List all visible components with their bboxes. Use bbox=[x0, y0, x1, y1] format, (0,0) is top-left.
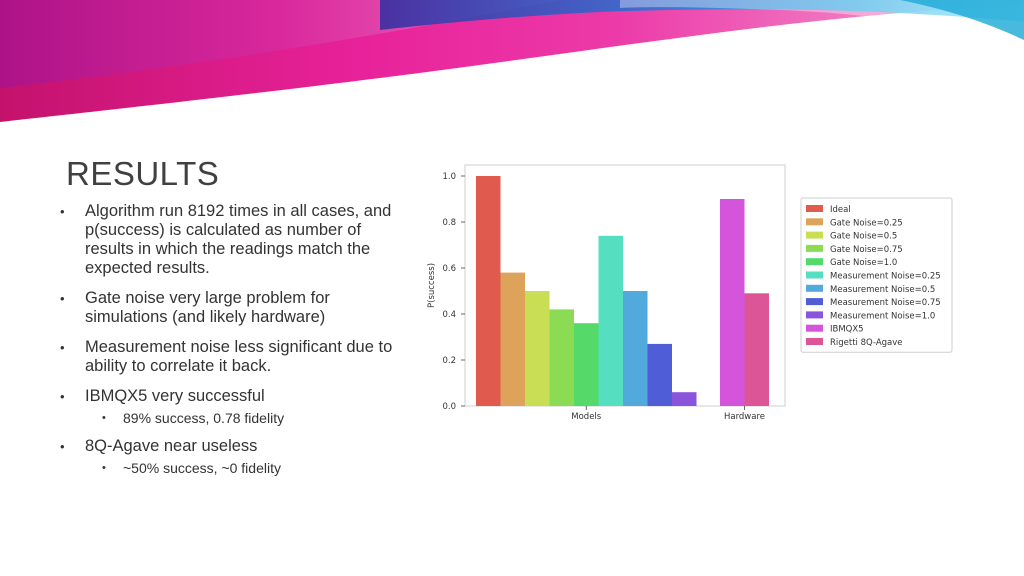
bar-gate-noise-0-5 bbox=[525, 291, 550, 406]
bar-measurement-noise-0-5 bbox=[623, 291, 648, 406]
legend-label: Measurement Noise=0.75 bbox=[830, 298, 941, 308]
legend-swatch bbox=[806, 284, 823, 292]
bar-gate-noise-1-0 bbox=[574, 323, 599, 406]
sub-bullet-item: 89% success, 0.78 fidelity bbox=[58, 409, 393, 427]
bar-measurement-noise-0-25 bbox=[598, 235, 623, 406]
bar-ideal bbox=[476, 176, 501, 406]
bar-ibmqx5 bbox=[720, 199, 745, 406]
bar-chart: 0.0 0.2 0.4 0.6 0.8 1.0 P(success) Models Hardwa… bbox=[427, 164, 953, 422]
legend-swatch bbox=[806, 298, 823, 306]
legend-swatch bbox=[806, 324, 823, 332]
legend-label: Measurement Noise=0.25 bbox=[830, 272, 941, 282]
page-title: RESULTS bbox=[66, 155, 220, 192]
bullet-item: Gate noise very large problem for simula… bbox=[58, 289, 393, 327]
bar-gate-noise-0-25 bbox=[500, 272, 525, 406]
legend-label: Gate Noise=0.5 bbox=[830, 232, 897, 242]
bar-measurement-noise-0-75 bbox=[647, 343, 672, 406]
y-tick-label: 0.4 bbox=[442, 310, 456, 320]
legend-swatch bbox=[806, 258, 823, 266]
sub-bullet-item: ~50% success, ~0 fidelity bbox=[58, 459, 393, 477]
legend-label: IBMQX5 bbox=[830, 325, 864, 335]
legend-box bbox=[800, 197, 953, 353]
bar-gate-noise-0-75 bbox=[549, 309, 574, 406]
bullet-item: 8Q-Agave near useless bbox=[58, 437, 393, 456]
bar-measurement-noise-1-0 bbox=[672, 392, 697, 406]
legend-swatch bbox=[806, 231, 823, 239]
legend-label: Rigetti 8Q-Agave bbox=[830, 338, 903, 348]
legend-swatch bbox=[806, 205, 823, 212]
y-tick-label: 0.0 bbox=[442, 402, 456, 412]
y-axis-label: P(success) bbox=[427, 263, 437, 308]
legend-label: Measurement Noise=1.0 bbox=[830, 311, 935, 321]
bullet-item: Measurement noise less significant due t… bbox=[58, 338, 393, 376]
legend-swatch bbox=[806, 244, 823, 252]
legend-label: Ideal bbox=[830, 205, 851, 215]
legend-swatch bbox=[806, 338, 823, 345]
legend-label: Gate Noise=0.25 bbox=[830, 218, 903, 228]
y-tick-label: 0.8 bbox=[442, 218, 456, 228]
x-tick-label: Hardware bbox=[724, 412, 765, 422]
bullet-list: Algorithm run 8192 times in all cases, a… bbox=[58, 202, 393, 487]
legend-swatch bbox=[806, 271, 823, 279]
legend-label: Gate Noise=0.75 bbox=[830, 245, 903, 255]
y-tick-label: 0.2 bbox=[442, 356, 456, 366]
legend-label: Gate Noise=1.0 bbox=[830, 258, 897, 268]
y-tick-label: 0.6 bbox=[442, 264, 456, 274]
y-tick-label: 1.0 bbox=[442, 172, 456, 182]
legend-label: Measurement Noise=0.5 bbox=[830, 285, 935, 295]
legend-swatch bbox=[806, 311, 823, 319]
legend-swatch bbox=[806, 218, 823, 226]
decorative-banner bbox=[0, 0, 1024, 122]
bar-rigetti-8q-agave bbox=[744, 293, 769, 406]
bullet-item: IBMQX5 very successful bbox=[58, 387, 393, 406]
x-tick-label: Models bbox=[571, 412, 602, 422]
bullet-item: Algorithm run 8192 times in all cases, a… bbox=[58, 202, 393, 278]
